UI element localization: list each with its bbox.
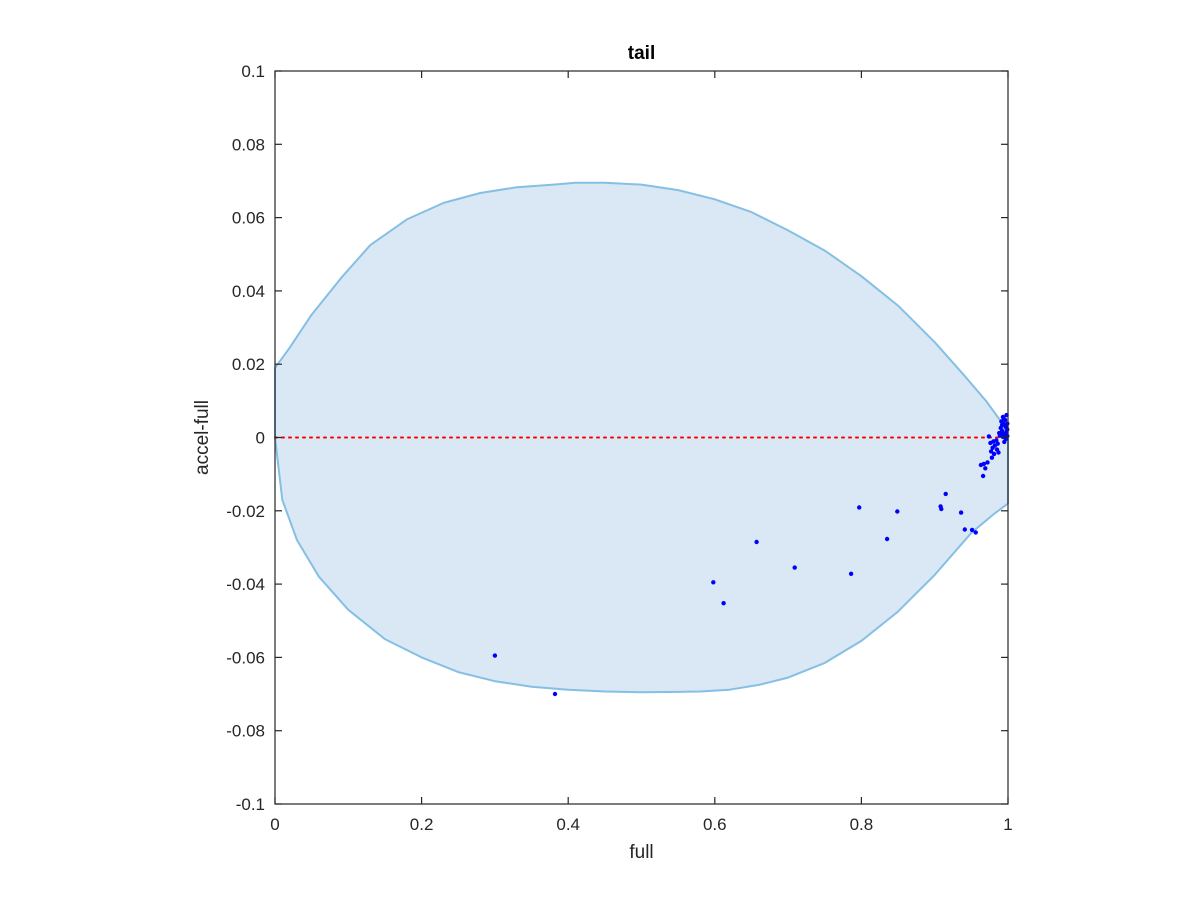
data-point [980, 473, 986, 479]
data-point [985, 460, 990, 465]
y-tick-label: -0.04 [226, 575, 265, 594]
y-tick-label: 0.1 [241, 62, 265, 81]
data-point [986, 434, 992, 439]
y-tick-label: -0.06 [226, 648, 265, 667]
data-point [792, 565, 797, 570]
x-axis-label: full [629, 842, 653, 863]
data-point [973, 530, 978, 535]
y-tick-label: 0.08 [232, 135, 265, 154]
data-point [848, 571, 854, 576]
y-tick-label: 0.02 [232, 355, 265, 374]
data-point [711, 580, 716, 585]
data-point [991, 451, 997, 457]
y-tick-label: 0.04 [232, 282, 265, 301]
data-point [857, 505, 862, 510]
ticks-layer: 0 0.2 0.4 0.6 0.8 1 -0.1 -0.08 -0.06 -0.04 -0.02 0 0… [226, 62, 1012, 834]
data-point [721, 601, 726, 606]
data-point [998, 431, 1003, 436]
data-point [969, 527, 975, 533]
data-point [1005, 427, 1010, 432]
data-point [988, 449, 994, 454]
data-point [884, 536, 890, 542]
data-point [995, 441, 1000, 446]
x-tick-label: 0.2 [410, 815, 434, 834]
data-point [981, 461, 986, 467]
y-tick-label: 0 [256, 429, 265, 448]
x-tick-label: 0 [270, 815, 279, 834]
data-point [999, 422, 1005, 428]
y-axis-label: accel-full [192, 400, 213, 475]
data-point [895, 509, 900, 514]
data-point [754, 539, 759, 545]
x-tick-label: 0.8 [850, 815, 874, 834]
data-point [958, 510, 964, 515]
data-point [994, 438, 999, 443]
data-point [939, 506, 944, 512]
data-point [1001, 416, 1006, 421]
x-tick-label: 0.4 [556, 815, 580, 834]
x-tick-label: 0.6 [703, 815, 727, 834]
y-tick-label: -0.08 [226, 722, 265, 741]
y-tick-label: 0.06 [232, 209, 265, 228]
x-tick-label: 1 [1003, 815, 1012, 834]
data-point [989, 455, 995, 460]
data-point [996, 450, 1001, 455]
data-point [983, 466, 988, 471]
chart-title: tail [628, 43, 655, 64]
data-point [943, 491, 948, 497]
data-point [1002, 439, 1007, 445]
data-point [962, 527, 967, 532]
y-tick-label: -0.02 [226, 502, 265, 521]
data-point [552, 691, 558, 697]
data-point [1000, 434, 1006, 439]
data-point [492, 653, 498, 658]
y-tick-label: -0.1 [236, 795, 265, 814]
